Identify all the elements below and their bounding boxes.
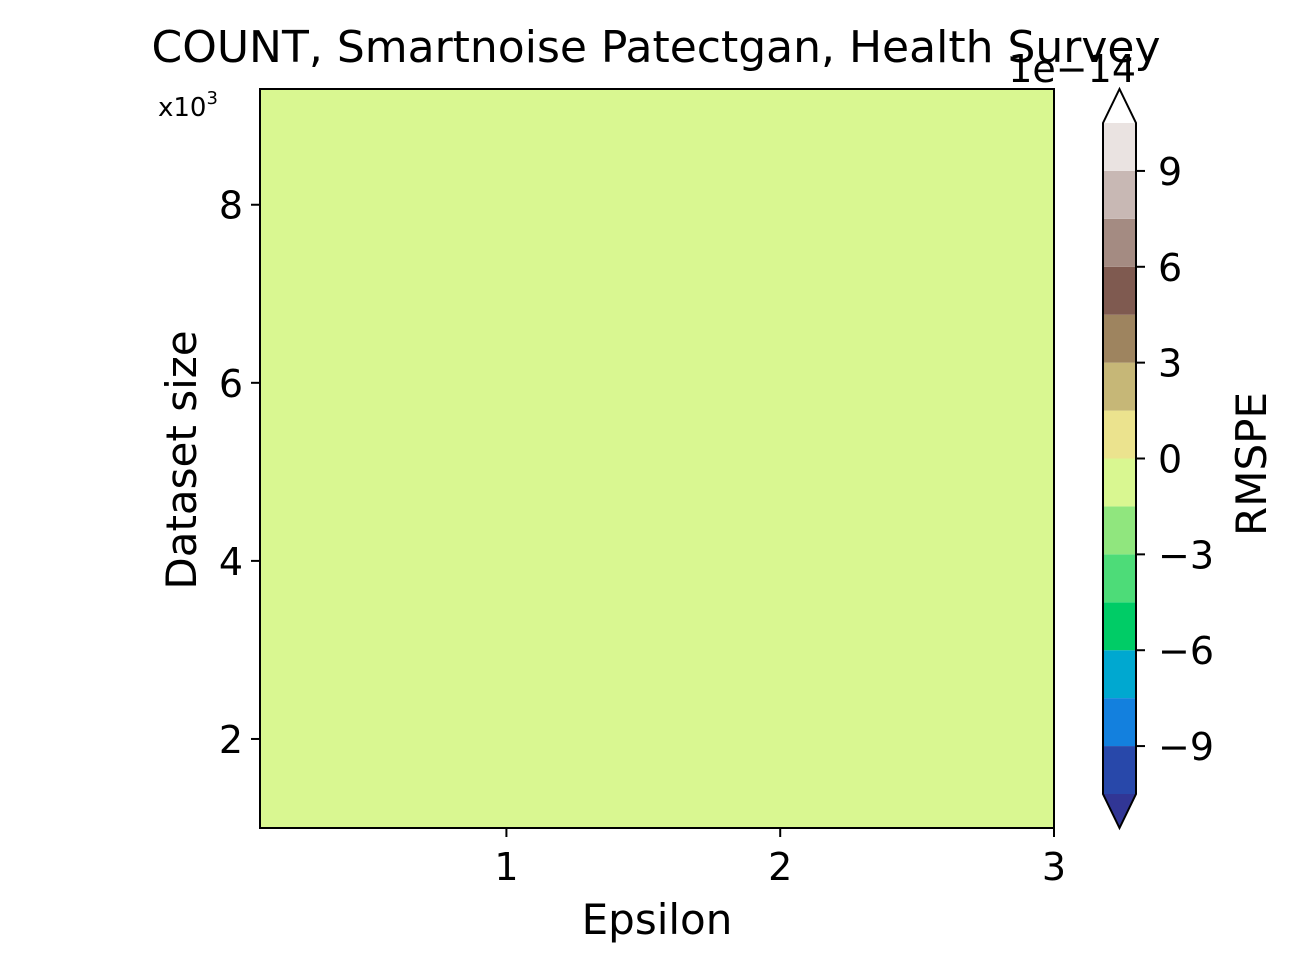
colorbar-segment <box>1103 410 1136 459</box>
y-multiplier-base: x10 <box>158 93 206 123</box>
colorbar-segment <box>1103 170 1136 219</box>
colorbar-segment <box>1103 314 1136 363</box>
y-multiplier-label: x103 <box>158 88 218 123</box>
colorbar-segment <box>1103 698 1136 747</box>
colorbar-tick-label: 0 <box>1158 438 1182 482</box>
y-tick-label: 6 <box>219 362 243 406</box>
y-tick-label: 8 <box>219 184 243 228</box>
colorbar-tick-label: −9 <box>1158 725 1214 769</box>
colorbar-tick-label: 9 <box>1158 150 1182 194</box>
colorbar-segment <box>1103 554 1136 603</box>
colorbar: −9 −6 −3 0 3 6 9 <box>1102 86 1214 831</box>
colorbar-segment <box>1103 362 1136 411</box>
x-axis-label: Epsilon <box>582 895 733 944</box>
y-multiplier-exponent: 3 <box>206 88 217 109</box>
x-tick-label: 1 <box>494 845 518 889</box>
colorbar-extend-low <box>1103 794 1136 828</box>
colorbar-segment <box>1103 746 1136 794</box>
colorbar-segment <box>1103 266 1136 315</box>
colorbar-extend-high <box>1103 89 1136 123</box>
plot-area: 1 2 3 2 4 6 8 <box>219 88 1066 889</box>
y-axis-label: Dataset size <box>157 330 206 589</box>
colorbar-label: RMSPE <box>1227 392 1276 536</box>
colorbar-segment <box>1103 602 1136 651</box>
colorbar-segment <box>1103 123 1136 171</box>
colorbar-outline <box>1102 86 1137 831</box>
colorbar-tick-label: 6 <box>1158 246 1182 290</box>
y-tick-label: 2 <box>219 718 243 762</box>
x-tick-label: 2 <box>768 845 792 889</box>
colorbar-segment <box>1103 506 1136 555</box>
colorbar-tick-label: −6 <box>1158 629 1214 673</box>
colorbar-tick-label: 3 <box>1158 342 1182 386</box>
colorbar-offset-label: 1e−14 <box>1008 47 1136 91</box>
colorbar-segment <box>1103 458 1136 507</box>
y-tick-label: 4 <box>219 540 243 584</box>
x-tick-label: 3 <box>1042 845 1066 889</box>
colorbar-tick-label: −3 <box>1158 533 1214 577</box>
heatmap-field <box>260 89 1054 828</box>
plot-frame <box>259 88 1055 829</box>
colorbar-segment <box>1103 650 1136 699</box>
chart-title: COUNT, Smartnoise Patectgan, Health Surv… <box>152 22 1161 73</box>
colorbar-segment <box>1103 218 1136 267</box>
